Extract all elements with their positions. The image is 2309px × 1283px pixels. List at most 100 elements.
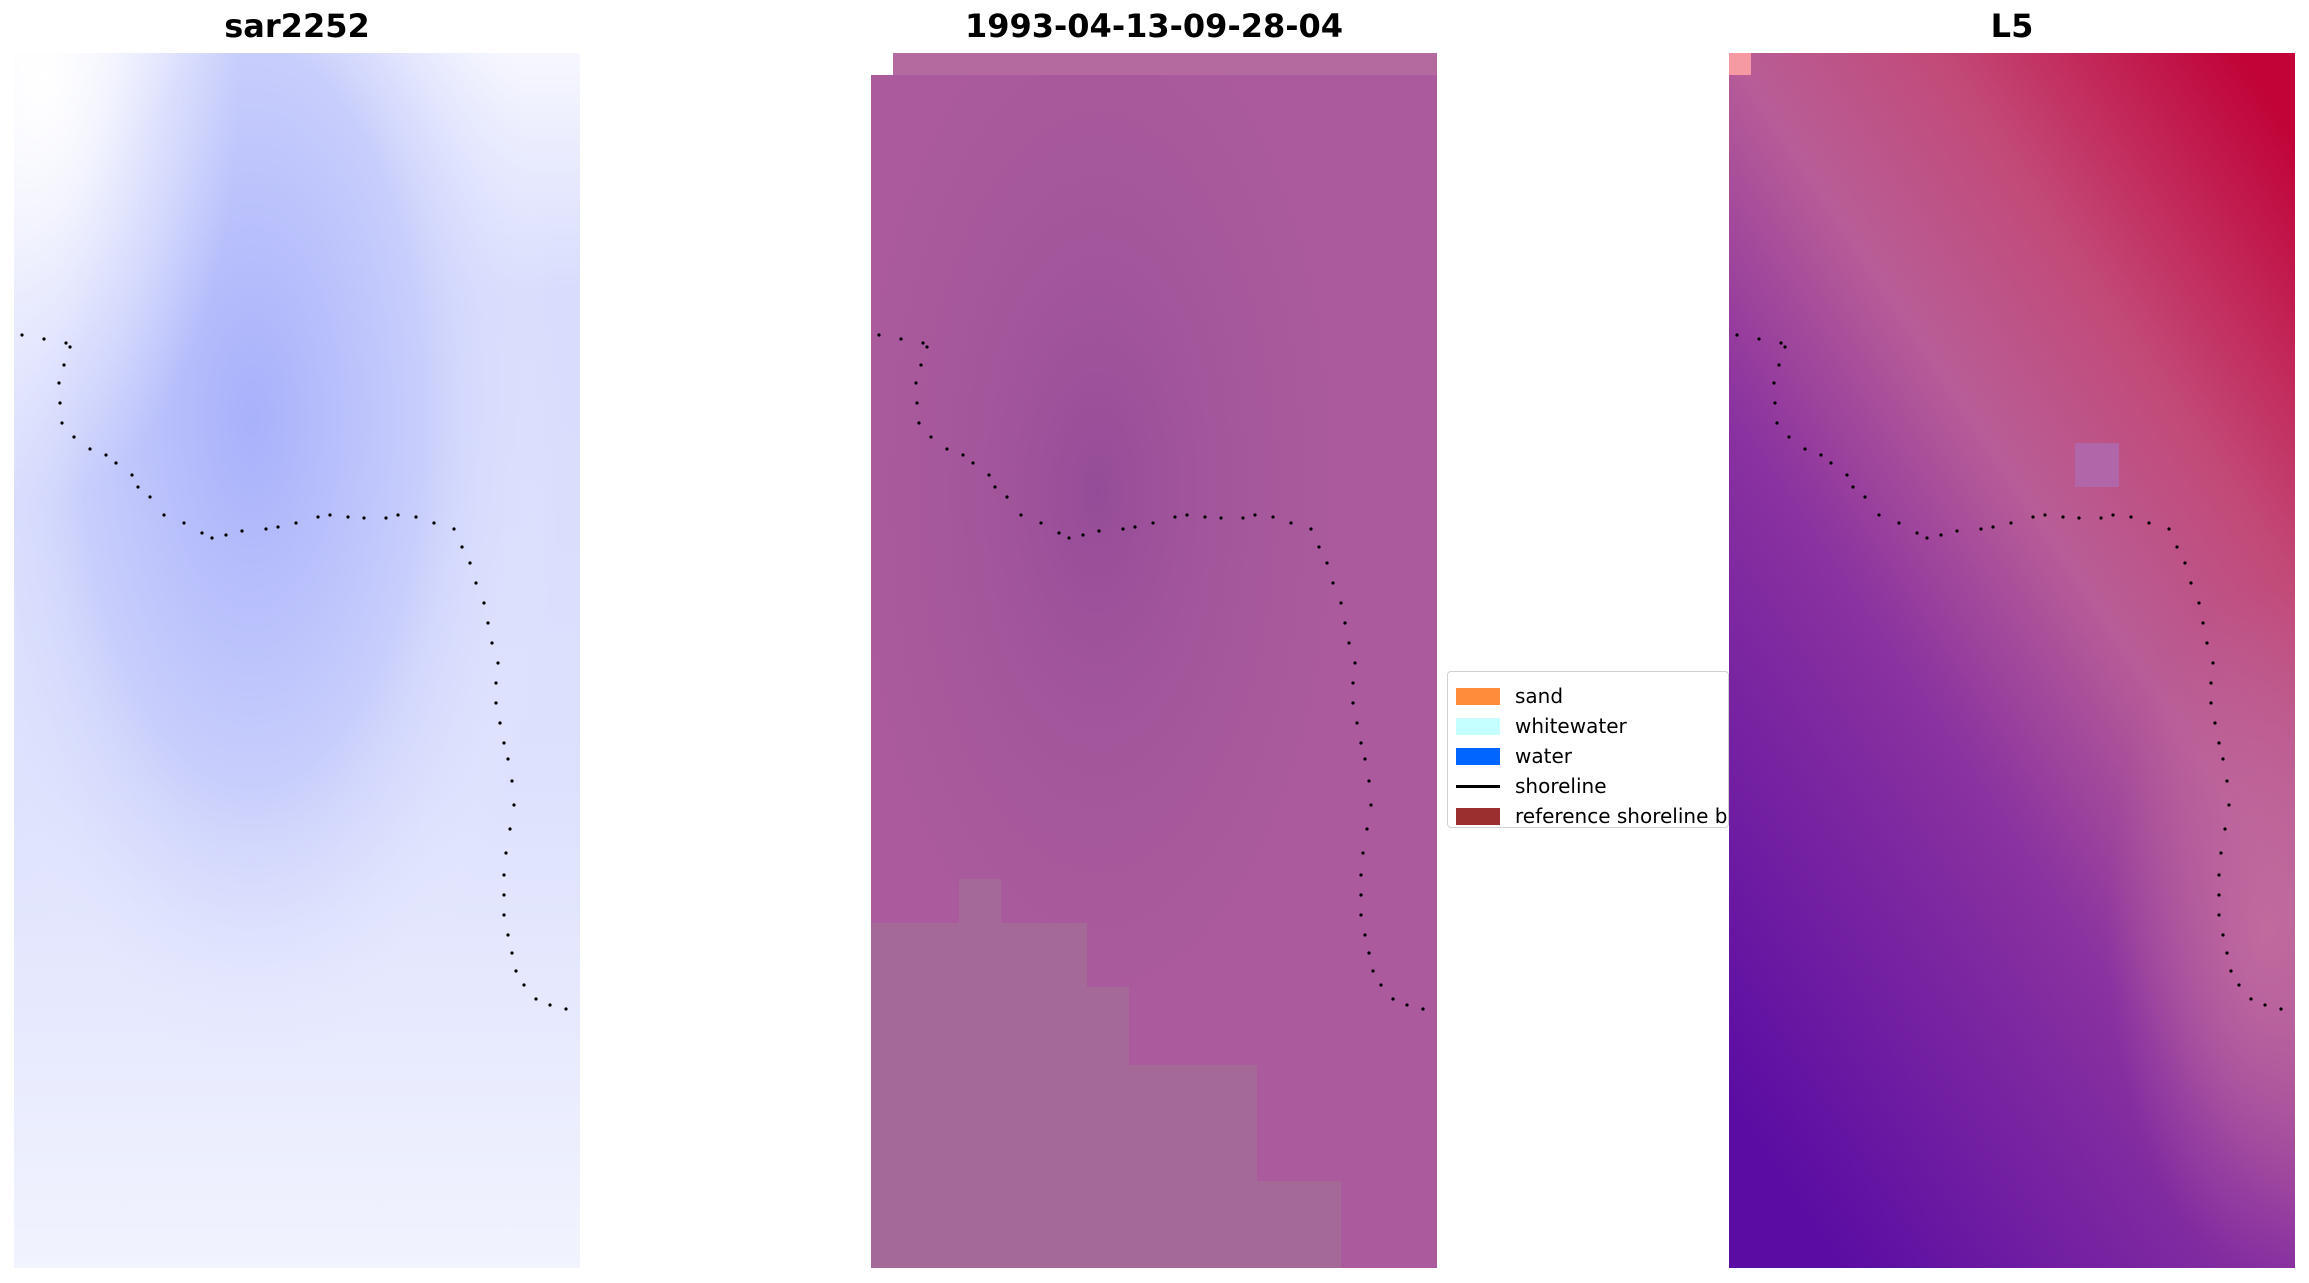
shoreline-point (1369, 803, 1373, 807)
whitewater-swatch (1456, 718, 1500, 735)
shoreline-point (1351, 701, 1355, 705)
shoreline-point (506, 757, 510, 761)
shoreline-point (564, 1007, 568, 1011)
shoreline-point (104, 453, 108, 457)
shoreline-point (1379, 983, 1383, 987)
shoreline-point (1925, 536, 1929, 540)
shoreline-points (20, 333, 568, 1011)
shoreline-point (2111, 513, 2115, 517)
shoreline-point (1371, 969, 1375, 973)
shoreline-point (452, 527, 456, 531)
shoreline-point (2225, 951, 2229, 955)
shoreline-point (1353, 661, 1357, 665)
shoreline-point (1019, 513, 1023, 517)
panel-title-left: sar2252 (224, 7, 370, 45)
legend-label: reference shoreline buffer (1515, 804, 1728, 828)
shoreline-point (502, 913, 506, 917)
shoreline-point (1057, 531, 1061, 535)
shoreline-point (2009, 521, 2013, 525)
shoreline-point (2077, 516, 2081, 520)
sand-swatch (1456, 688, 1500, 705)
shoreline-point (460, 545, 464, 549)
shoreline-points (877, 333, 1425, 1011)
shoreline-point (504, 851, 508, 855)
shoreline-point (68, 345, 72, 349)
shoreline-point (987, 473, 991, 477)
shoreline-point (496, 661, 500, 665)
shoreline-point (494, 681, 498, 685)
shoreline-point (877, 333, 881, 337)
shoreline-point (72, 435, 76, 439)
shoreline-point (162, 513, 166, 517)
shoreline-point (2219, 851, 2223, 855)
shoreline-point (929, 435, 933, 439)
shoreline-point (328, 513, 332, 517)
shoreline-point (2217, 873, 2221, 877)
shoreline-point (1343, 621, 1347, 625)
shoreline-point (1772, 381, 1776, 385)
shoreline-point (971, 461, 975, 465)
shoreline-point (130, 473, 134, 477)
shoreline-point (494, 701, 498, 705)
shoreline-point (1309, 527, 1313, 531)
shoreline-point (2129, 515, 2133, 519)
shoreline-point (2209, 701, 2213, 705)
shoreline-point (58, 401, 62, 405)
shoreline-point (2279, 1007, 2283, 1011)
shoreline-point (210, 536, 214, 540)
shoreline-point (2217, 741, 2221, 745)
shoreline-point (1039, 521, 1043, 525)
shoreline-point (346, 515, 350, 519)
shoreline-point (2217, 893, 2221, 897)
shoreline-point (1851, 485, 1855, 489)
shoreline-point (1405, 1003, 1409, 1007)
shoreline-point (182, 521, 186, 525)
shoreline-point (200, 531, 204, 535)
shoreline-point (899, 337, 903, 341)
shoreline-point (1773, 401, 1777, 405)
water-swatch (1456, 748, 1500, 765)
rgb-image (871, 53, 1437, 1268)
shoreline-point (60, 421, 64, 425)
shoreline-point (1121, 527, 1125, 531)
shoreline-point (522, 983, 526, 987)
shoreline-point (1359, 913, 1363, 917)
shoreline-point (62, 363, 66, 367)
shoreline-point (1939, 533, 1943, 537)
shoreline-point (1359, 893, 1363, 897)
shoreline-point (1735, 333, 1739, 337)
shoreline-point (2147, 521, 2151, 525)
shoreline-point (2189, 581, 2193, 585)
shoreline-point (1359, 873, 1363, 877)
shoreline-point (2099, 516, 2103, 520)
shoreline-point (2167, 527, 2171, 531)
shoreline-point (136, 485, 140, 489)
shoreline-point (993, 485, 997, 489)
shoreline-point (1067, 536, 1071, 540)
shoreline-point (2183, 561, 2187, 565)
shoreline-point (2209, 681, 2213, 685)
legend-label: shoreline (1515, 774, 1607, 798)
shoreline-point (1331, 581, 1335, 585)
shoreline-point (1783, 345, 1787, 349)
shoreline-point (316, 515, 320, 519)
shoreline-point (1133, 525, 1137, 529)
shoreline-point (2211, 661, 2215, 665)
shoreline-point (1955, 529, 1959, 533)
shoreline-point (362, 516, 366, 520)
shoreline-point (1173, 515, 1177, 519)
shoreline-point (1253, 513, 1257, 517)
shoreline-point (57, 381, 61, 385)
shoreline-point (2205, 641, 2209, 645)
shoreline-point (1339, 601, 1343, 605)
panel-title-middle: 1993-04-13-09-28-04 (964, 7, 1344, 45)
shoreline-point (474, 581, 478, 585)
sar-image-panel (14, 53, 580, 1268)
shoreline-point (2201, 621, 2205, 625)
shoreline-point (1421, 1007, 1425, 1011)
shoreline-point (2031, 515, 2035, 519)
shoreline-point (486, 621, 490, 625)
shoreline-point (2043, 513, 2047, 517)
shoreline-point (224, 533, 228, 537)
shoreline-points (1735, 333, 2283, 1011)
